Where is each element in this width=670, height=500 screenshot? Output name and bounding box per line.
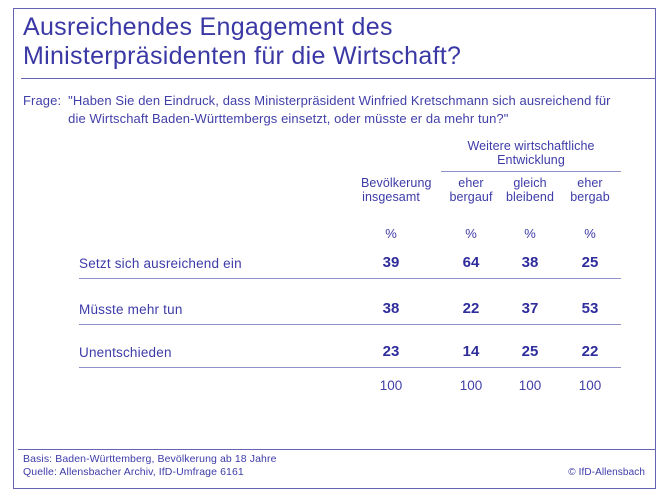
question-label: Frage:	[23, 93, 62, 108]
page-title: Ausreichendes Engagement des Ministerprä…	[23, 13, 462, 70]
source-note: Quelle: Allensbacher Archiv, IfD-Umfrage…	[23, 466, 244, 478]
title-divider	[21, 78, 655, 79]
column-headers-row: Bevölkerung insgesamt eher bergauf gleic…	[79, 176, 621, 204]
value-cell: 25	[581, 254, 599, 271]
unit-cell: %	[465, 226, 477, 241]
value-cell: 23	[382, 343, 400, 360]
total-cell: 100	[459, 378, 483, 393]
row-label: Setzt sich ausreichend ein	[79, 256, 242, 271]
column-header-eher-bergauf: eher bergauf	[449, 176, 493, 204]
unit-cell: %	[584, 226, 596, 241]
value-cell: 64	[462, 254, 480, 271]
row-label: Unentschieden	[79, 345, 172, 360]
value-cell: 39	[382, 254, 400, 271]
column-header-gleich-bleibend: gleich bleibend	[505, 176, 555, 204]
total-cell: 100	[379, 378, 403, 393]
column-group-header: Weitere wirtschaftliche Entwicklung	[441, 139, 621, 172]
table-row: Müsste mehr tun 38 22 37 53	[79, 279, 621, 325]
group-header-row: Weitere wirtschaftliche Entwicklung	[79, 139, 621, 172]
column-header-eher-bergab: eher bergab	[570, 176, 610, 204]
table-row: Unentschieden 23 14 25 22	[79, 325, 621, 368]
survey-question: Frage: "Haben Sie den Eindruck, dass Min…	[23, 92, 630, 127]
total-cell: 100	[578, 378, 602, 393]
table-row: Setzt sich ausreichend ein 39 64 38 25	[79, 254, 621, 279]
totals-row: 100 100 100 100	[79, 368, 621, 393]
unit-cell: %	[524, 226, 536, 241]
unit-cell: %	[385, 226, 397, 241]
value-cell: 53	[581, 300, 599, 317]
value-cell: 25	[521, 343, 539, 360]
results-table: Weitere wirtschaftliche Entwicklung Bevö…	[79, 139, 621, 393]
value-cell: 37	[521, 300, 539, 317]
slide-frame: Ausreichendes Engagement des Ministerprä…	[13, 8, 656, 489]
value-cell: 38	[521, 254, 539, 271]
total-cell: 100	[518, 378, 542, 393]
unit-row: % % % %	[79, 226, 621, 241]
value-cell: 22	[462, 300, 480, 317]
value-cell: 38	[382, 300, 400, 317]
footer-notes: Basis: Baden-Württemberg, Bevölkerung ab…	[23, 453, 277, 479]
value-cell: 22	[581, 343, 599, 360]
basis-note: Basis: Baden-Württemberg, Bevölkerung ab…	[23, 453, 277, 465]
question-text: "Haben Sie den Eindruck, dass Ministerpr…	[68, 93, 611, 126]
column-header-bevoelkerung: Bevölkerung insgesamt	[361, 176, 432, 204]
copyright-note: © IfD-Allensbach	[568, 467, 645, 478]
row-label: Müsste mehr tun	[79, 302, 183, 317]
value-cell: 14	[462, 343, 480, 360]
footer-divider	[18, 449, 655, 450]
